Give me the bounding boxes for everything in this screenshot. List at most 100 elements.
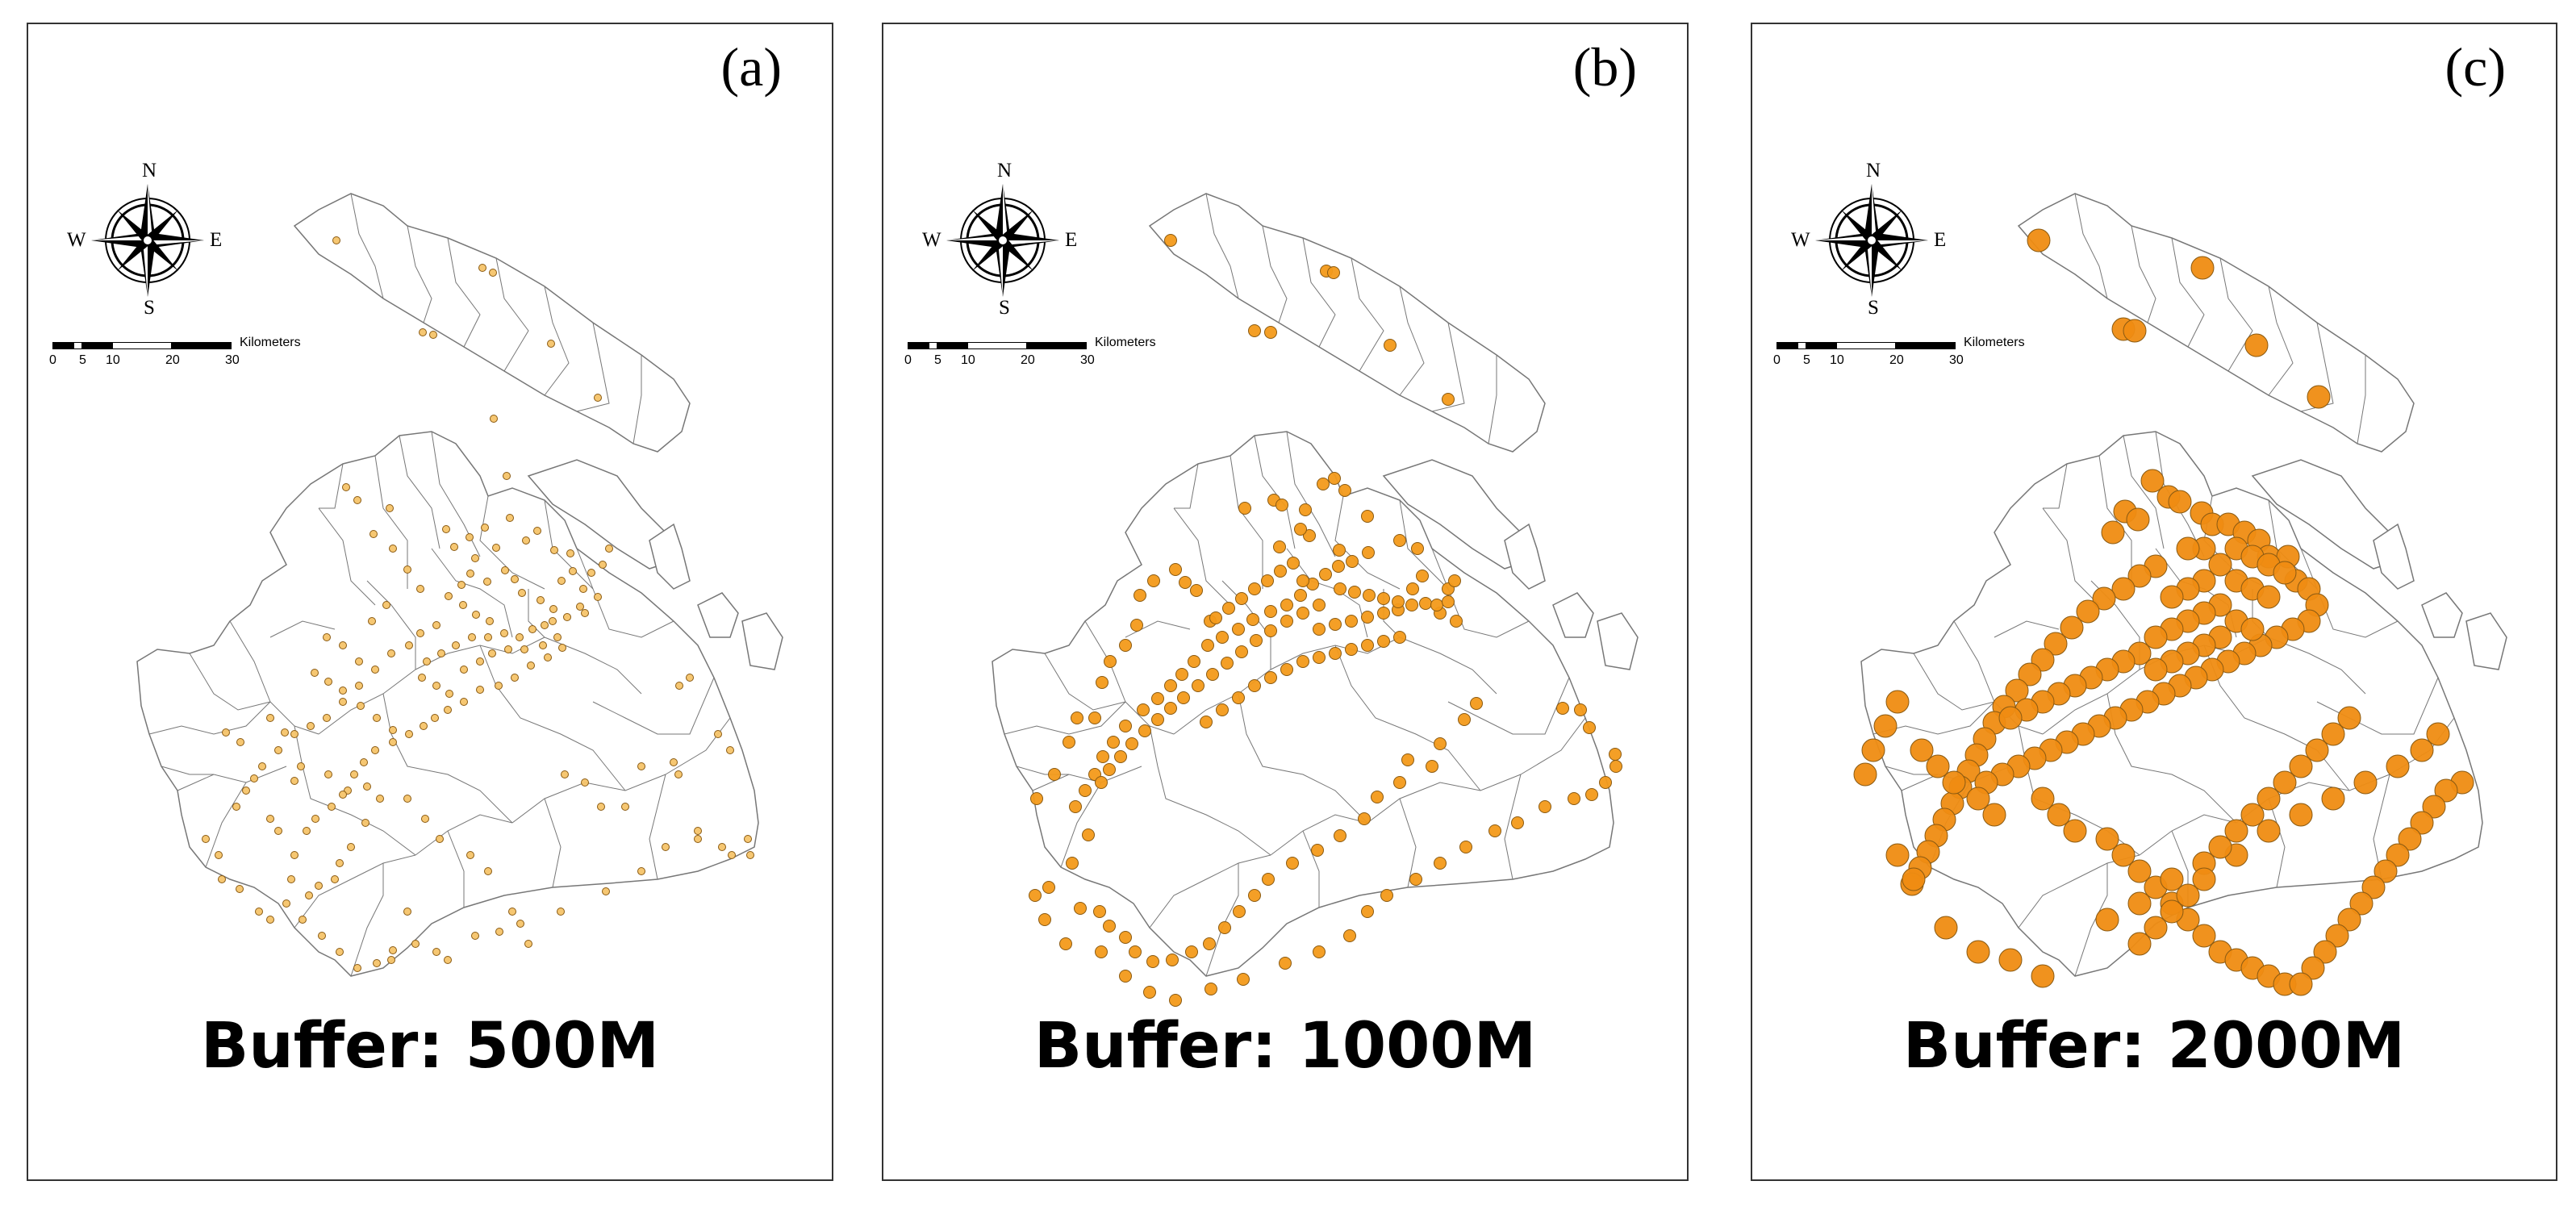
district-boundary <box>1173 507 1231 606</box>
buffer-point <box>222 728 230 737</box>
scale-bar-tick-label: 0 <box>1773 353 1781 367</box>
buffer-point <box>1129 945 1142 958</box>
buffer-point <box>2337 706 2361 730</box>
district-boundary <box>479 645 626 791</box>
district-boundary <box>1399 636 1497 695</box>
island-boundary <box>1504 523 1546 590</box>
buffer-point <box>1299 503 1312 516</box>
buffer-point <box>1488 824 1501 837</box>
buffer-point <box>511 674 519 682</box>
buffer-point <box>1146 955 1159 968</box>
buffer-point <box>363 782 371 791</box>
buffer-point <box>1406 582 1419 595</box>
buffer-point <box>339 686 347 695</box>
buffer-point <box>281 728 289 737</box>
scale-bar-tick-label: 10 <box>961 353 975 367</box>
buffer-point <box>303 827 311 835</box>
district-boundary <box>1230 455 1263 589</box>
buffer-point <box>674 770 683 778</box>
buffer-point <box>675 682 683 690</box>
buffer-point <box>323 714 331 722</box>
buffer-point <box>311 669 319 677</box>
buffer-point <box>266 916 274 924</box>
buffer-point <box>2410 738 2434 762</box>
buffer-point <box>403 565 411 574</box>
buffer-point <box>746 851 754 859</box>
buffer-point <box>353 964 361 972</box>
buffer-point <box>1125 737 1138 750</box>
buffer-point <box>1333 544 1346 557</box>
district-boundary <box>1174 463 1199 509</box>
buffer-point <box>728 851 736 859</box>
buffer-point <box>1966 787 1990 811</box>
buffer-point <box>355 657 363 666</box>
buffer-point <box>2160 585 2184 609</box>
buffer-point <box>579 585 587 593</box>
compass-label-w: W <box>922 229 941 251</box>
district-boundary <box>528 589 545 638</box>
district-boundary <box>576 322 610 412</box>
buffer-point <box>495 682 503 690</box>
buffer-point <box>287 875 295 883</box>
district-boundary <box>269 620 336 638</box>
district-boundary <box>1351 257 1384 372</box>
buffer-point <box>1063 736 1075 749</box>
scale-bar: 0 5 10 20 30 Kilometers <box>1773 336 2067 382</box>
buffer-point <box>1287 557 1300 570</box>
buffer-point <box>2190 256 2215 280</box>
buffer-point <box>452 641 460 649</box>
island-boundary <box>2017 193 2415 453</box>
scale-bar-tick-label: 30 <box>225 353 240 367</box>
buffer-point <box>318 932 326 940</box>
buffer-point <box>2111 577 2136 601</box>
buffer-point <box>1232 623 1245 636</box>
buffer-point <box>332 236 340 244</box>
buffer-point <box>1556 702 1569 715</box>
buffer-point <box>389 545 397 553</box>
buffer-point <box>587 569 595 577</box>
north-arrow-compass-rose-icon: N S W E <box>67 160 228 321</box>
buffer-point <box>350 770 358 778</box>
scale-bar-segment <box>967 342 1027 349</box>
compass-label-s: S <box>999 297 1010 319</box>
buffer-point <box>405 641 413 649</box>
buffer-point <box>1358 812 1371 825</box>
buffer-point <box>266 815 274 823</box>
buffer-point <box>445 690 453 698</box>
district-boundary <box>447 237 481 348</box>
scale-bar-segment <box>82 342 112 349</box>
buffer-point <box>1221 657 1234 670</box>
buffer-point <box>2168 490 2192 514</box>
buffer-point <box>2192 924 2216 948</box>
district-boundary <box>399 435 440 549</box>
buffer-point <box>481 524 489 532</box>
buffer-point <box>1222 602 1235 615</box>
buffer-point <box>2273 770 2297 795</box>
buffer-point <box>2374 859 2398 883</box>
island-boundary <box>697 592 739 638</box>
buffer-point <box>2047 803 2071 827</box>
buffer-point <box>1296 655 1309 668</box>
buffer-point <box>1280 663 1293 676</box>
district-boundary <box>318 669 416 735</box>
buffer-point <box>1218 921 1231 934</box>
buffer-point <box>1235 645 1248 658</box>
buffer-point <box>1470 697 1483 710</box>
buffer-point <box>516 920 524 928</box>
buffer-point <box>1203 937 1216 950</box>
buffer-point <box>2422 795 2446 819</box>
district-boundary <box>294 854 416 928</box>
buffer-point <box>492 544 500 552</box>
buffer-point <box>1998 948 2023 972</box>
buffer-point <box>1317 478 1330 490</box>
buffer-point <box>1392 595 1405 608</box>
buffer-point <box>1568 792 1580 805</box>
buffer-point <box>1426 760 1438 773</box>
district-boundary <box>205 782 247 868</box>
district-boundary <box>2316 677 2439 735</box>
buffer-point <box>1361 510 1374 523</box>
buffer-point <box>2289 754 2313 778</box>
mainland-boundary <box>136 431 759 977</box>
buffer-point <box>432 621 440 629</box>
buffer-point <box>2144 657 2168 682</box>
